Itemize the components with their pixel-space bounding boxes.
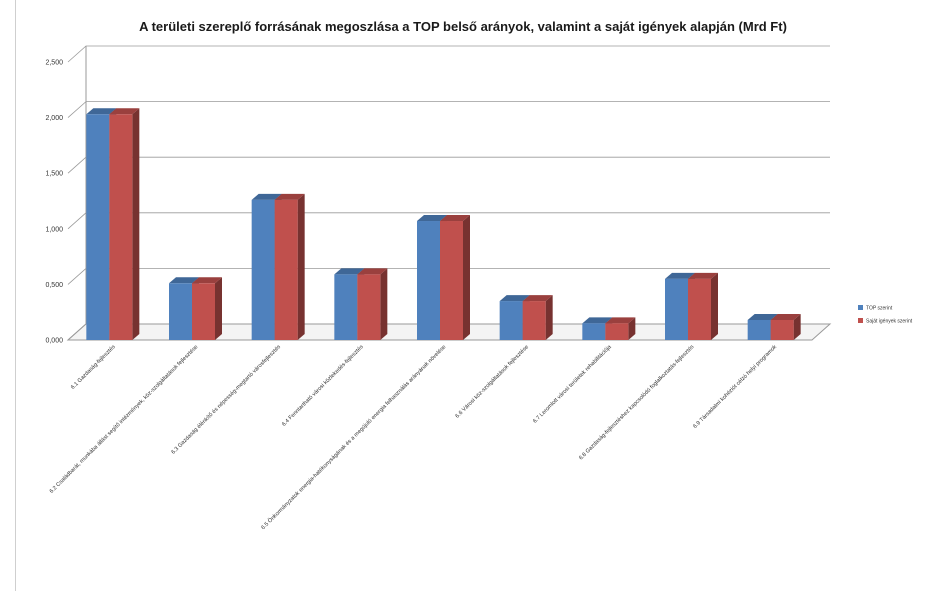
bar-side — [628, 317, 636, 340]
bar-front — [582, 323, 606, 340]
bar — [688, 272, 718, 340]
x-category-label: 6.1 Gazdaság-fejlesztés — [70, 344, 117, 391]
x-category-label: 6.6 Városi köz-szolgáltatások fejlesztés… — [455, 344, 530, 419]
bar-top — [86, 108, 117, 115]
legend-label: Saját igények szerint — [866, 319, 913, 325]
gridline — [67, 323, 830, 341]
bar-front — [770, 319, 794, 340]
gridline — [67, 101, 830, 118]
bar-top — [665, 272, 695, 279]
bar-front — [665, 278, 688, 340]
bar-top — [109, 108, 140, 115]
bar-top — [582, 317, 613, 324]
bar-front — [192, 283, 215, 340]
bar-front — [169, 283, 192, 340]
bar-top — [522, 295, 553, 302]
x-category-label: 6.5 Önkormányzatok energia-hatékonyságán… — [260, 343, 448, 531]
bar-front — [440, 221, 463, 340]
legend-swatch — [858, 318, 863, 323]
bar-top — [747, 313, 778, 320]
bar-top — [440, 215, 470, 222]
gridline — [67, 267, 830, 285]
bar-side — [545, 295, 553, 340]
y-tick-label: 1,000 — [45, 226, 63, 233]
bar-top — [417, 215, 447, 222]
sheet-border-line — [15, 0, 16, 591]
bar-side — [215, 277, 222, 340]
bar-side — [132, 108, 140, 340]
bar-front — [688, 278, 711, 340]
x-category-label: 6.7 Leromlott városi területek rehabilit… — [532, 344, 613, 425]
bar-front — [522, 301, 546, 340]
bar-top — [688, 272, 718, 279]
bar — [357, 268, 388, 340]
bar — [522, 295, 553, 340]
bars — [86, 108, 801, 340]
bar-side — [380, 268, 388, 340]
bar-top — [605, 317, 636, 324]
bar — [440, 215, 470, 340]
bar-front — [86, 114, 110, 340]
legend-swatch — [858, 305, 863, 310]
bar-side — [711, 272, 718, 340]
y-tick-label: 2,500 — [45, 60, 63, 67]
bar — [192, 277, 222, 340]
bar-front — [747, 319, 771, 340]
y-tick-label: 1,500 — [45, 171, 63, 178]
bar-front — [334, 274, 358, 340]
bar-front — [251, 199, 275, 340]
legend-label: TOP szerint — [866, 306, 893, 312]
bar-top — [251, 193, 282, 200]
y-tick-label: 0,500 — [45, 282, 63, 289]
gridline — [67, 212, 830, 230]
x-category-label: 6.4 Fenntartható városi közlekedés-fejle… — [281, 344, 365, 428]
bar — [109, 108, 140, 340]
y-tick-label: 0,000 — [45, 338, 63, 345]
gridlines — [67, 45, 830, 341]
bar-top — [770, 313, 801, 320]
bar — [274, 193, 305, 340]
bar — [770, 313, 801, 340]
y-axis: 0,000 0,500 1,000 1,500 2,000 2,500 — [45, 60, 63, 345]
x-category-label: 6.9 Társadalmi kohéziót célzó helyi prog… — [692, 344, 778, 430]
bar-front — [357, 274, 381, 340]
bar-side — [297, 193, 305, 340]
bar-front — [274, 199, 298, 340]
legend: TOP szerint Saját igények szerint — [858, 305, 913, 325]
bar-front — [499, 301, 523, 340]
bar-top — [192, 277, 222, 284]
chart-title: A területi szereplő forrásának megoszlás… — [139, 19, 787, 34]
gridline — [67, 156, 830, 174]
bar-front — [605, 323, 629, 340]
bar-front — [109, 114, 133, 340]
bar-top — [357, 268, 388, 275]
gridline — [67, 45, 830, 63]
y-tick-label: 2,000 — [45, 115, 63, 122]
bar-front — [417, 221, 440, 340]
bar-top — [169, 277, 199, 284]
bar-top — [334, 268, 365, 275]
bar-top — [274, 193, 305, 200]
bar-top — [499, 295, 530, 302]
x-category-label: 6.3 Gazdaság élénkítő és népesség-megtar… — [171, 344, 283, 456]
bar-side — [793, 313, 801, 340]
bar-side — [463, 215, 470, 340]
bar — [605, 317, 636, 340]
x-category-label: 6.2 Családbarát, munkába állást segítő i… — [49, 344, 200, 495]
